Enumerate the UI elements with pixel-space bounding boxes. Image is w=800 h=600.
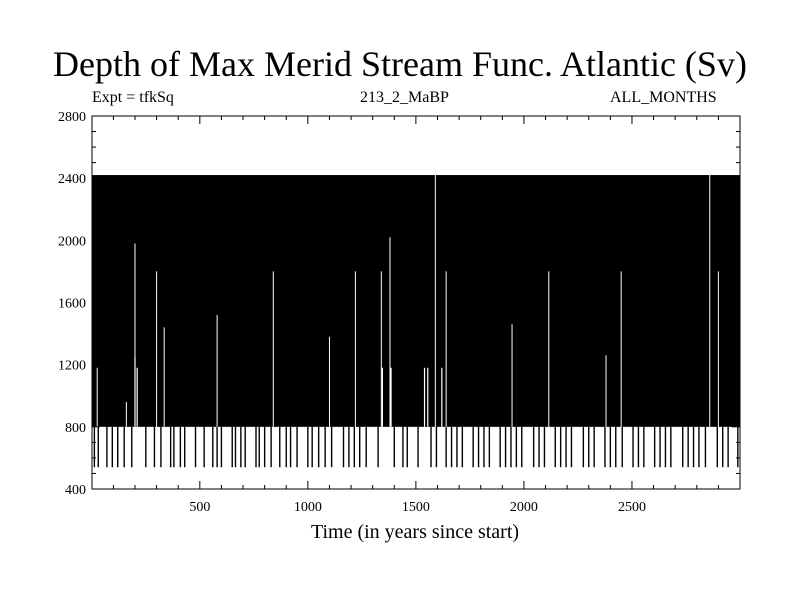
series-band [92,175,740,427]
y-tick-label: 800 [65,421,86,436]
plot-area [92,175,740,468]
x-tick-label: 500 [189,500,210,515]
y-tick-label: 400 [65,483,86,498]
experiment-label: Expt = tfkSq [92,89,174,106]
x-tick-label: 1000 [294,500,322,515]
y-tick-label: 2400 [58,172,86,187]
axes: 400 800 1200 1600 2000 2400 2800 500 1000 1500 200… [58,110,741,515]
x-axis-label: Time (in years since start) [310,521,520,543]
y-tick-label: 2000 [58,234,86,249]
run-id-label: 213_2_MaBP [360,89,449,106]
y-tick-label: 2800 [58,110,86,125]
x-tick-label: 2000 [510,500,538,515]
chart-title: Depth of Max Merid Stream Func. Atlantic… [53,44,747,84]
y-tick-label: 1600 [58,297,86,312]
x-tick-label: 1500 [402,500,430,515]
x-tick-label: 2500 [618,500,646,515]
months-label: ALL_MONTHS [610,89,717,106]
y-tick-label: 1200 [58,359,86,374]
